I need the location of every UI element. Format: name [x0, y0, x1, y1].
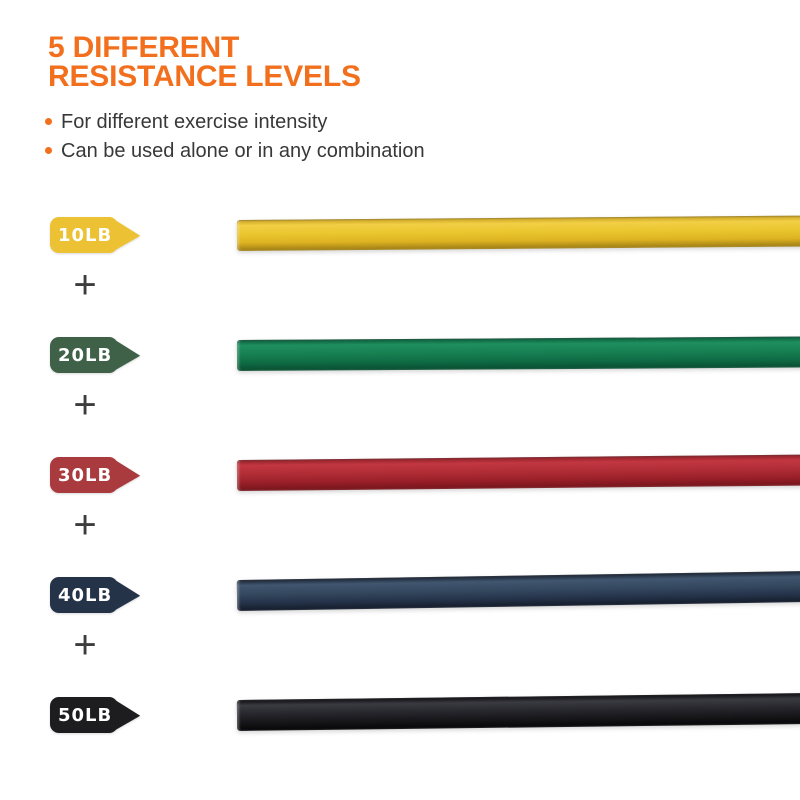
resistance-band-tube	[236, 454, 800, 491]
plus-separator: +	[73, 502, 97, 547]
bullet-text: Can be used alone or in any combination	[61, 140, 425, 162]
badge-arrow-tip-icon	[110, 457, 141, 493]
page-title-line-1: 5 DIFFERENT	[48, 31, 240, 64]
badge-arrow-tip-icon	[110, 217, 141, 253]
bullet-text: For different exercise intensity	[61, 111, 328, 133]
bullet-item: For different exercise intensity	[45, 110, 425, 134]
badge-label: 20LB	[50, 337, 119, 373]
resistance-band-tube	[236, 571, 800, 611]
resistance-badge: 20LB	[50, 337, 141, 373]
bullet-dot-icon	[45, 147, 52, 154]
resistance-badge: 30LB	[50, 457, 141, 493]
plus-separator: +	[73, 622, 97, 667]
resistance-band-tube	[236, 693, 800, 731]
resistance-badge: 50LB	[50, 697, 141, 733]
plus-separator: +	[73, 382, 97, 427]
badge-label: 10LB	[50, 217, 119, 253]
badge-label: 30LB	[50, 457, 119, 493]
badge-label: 50LB	[50, 697, 119, 733]
resistance-badge: 40LB	[50, 577, 141, 613]
page-title-line-2: RESISTANCE LEVELS	[48, 60, 361, 93]
bullet-dot-icon	[45, 118, 52, 125]
plus-separator: +	[73, 262, 97, 307]
bullet-item: Can be used alone or in any combination	[45, 139, 425, 163]
badge-arrow-tip-icon	[110, 577, 141, 613]
page-title: 5 DIFFERENT RESISTANCE LEVELS	[45, 31, 425, 93]
resistance-band-tube	[236, 336, 800, 371]
badge-arrow-tip-icon	[110, 697, 141, 733]
badge-label: 40LB	[50, 577, 119, 613]
resistance-badge: 10LB	[50, 217, 141, 253]
header: 5 DIFFERENT RESISTANCE LEVELS For differe…	[45, 33, 425, 163]
resistance-band-tube	[236, 215, 800, 251]
bullet-list: For different exercise intensity Can be …	[45, 110, 425, 163]
badge-arrow-tip-icon	[110, 337, 141, 373]
